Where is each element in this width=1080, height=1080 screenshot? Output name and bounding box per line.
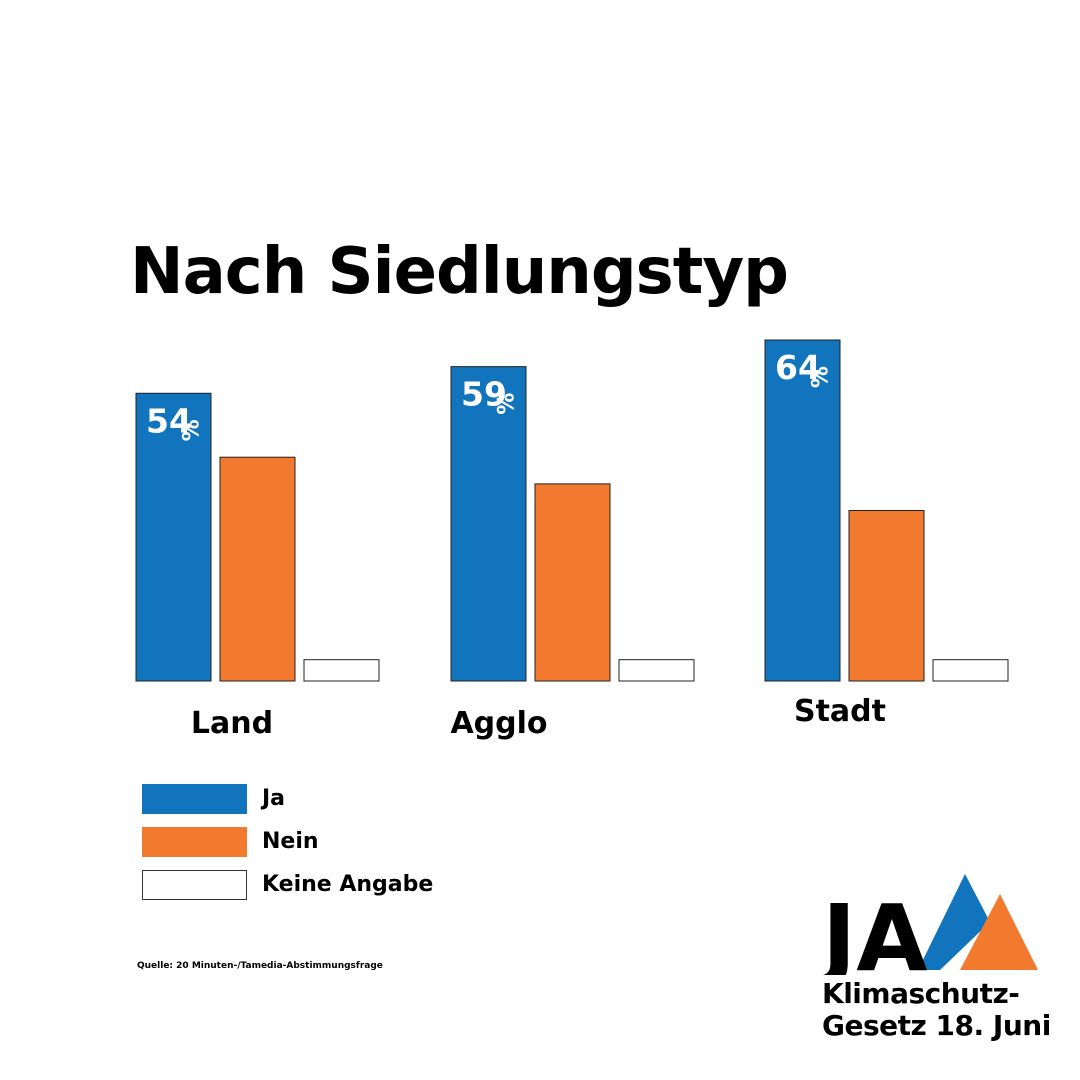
- percent-sign-land: %: [176, 419, 201, 441]
- percent-sign-stadt: %: [805, 366, 830, 388]
- bar-nein-land: [219, 456, 296, 682]
- percent-sign-agglo: %: [491, 393, 516, 415]
- legend-label-ja: Ja: [262, 786, 286, 811]
- logo-ja-text: JA: [820, 885, 927, 975]
- category-label-stadt: Stadt: [794, 694, 886, 729]
- legend-label-nein: Nein: [262, 829, 319, 854]
- bar-ja-land: [135, 392, 212, 682]
- category-label-agglo: Agglo: [450, 706, 547, 741]
- legend-swatch-nein: [142, 827, 247, 857]
- bar-keine-angabe-land: [303, 659, 380, 682]
- data-label-ja-stadt: 64: [775, 348, 821, 387]
- bar-keine-angabe-agglo: [618, 659, 695, 682]
- category-label-land: Land: [191, 706, 273, 741]
- chart-title: Nach Siedlungstyp: [130, 235, 789, 309]
- source-note: Quelle: 20 Minuten-/Tamedia-Abstimmungsf…: [137, 961, 383, 971]
- legend-swatch-keine-angabe: [142, 870, 247, 900]
- logo-text: Klimaschutz- Gesetz 18. Juni: [822, 978, 1051, 1042]
- logo-line-2: Gesetz 18. Juni: [822, 1009, 1051, 1042]
- logo-blue-triangle: [918, 874, 990, 970]
- data-label-ja-land: 54: [146, 401, 192, 440]
- bar-ja-stadt: [764, 339, 841, 682]
- ja-logo-mark: JA: [816, 874, 1038, 992]
- data-label-ja-agglo: 59: [461, 375, 507, 414]
- bar-chart: 54% Land 59% Agglo 64% Stadt: [135, 339, 1009, 741]
- logo: JA Klimaschutz- Gesetz 18. Juni: [816, 870, 1051, 1050]
- bar-ja-agglo: [450, 366, 527, 682]
- legend-swatch-ja: [142, 784, 247, 814]
- logo-line-1: Klimaschutz-: [822, 977, 1020, 1010]
- legend-label-keine-angabe: Keine Angabe: [262, 872, 434, 897]
- bar-keine-angabe-stadt: [932, 659, 1009, 682]
- bar-nein-stadt: [848, 510, 925, 682]
- bar-nein-agglo: [534, 483, 611, 682]
- logo-orange-triangle: [960, 894, 1038, 970]
